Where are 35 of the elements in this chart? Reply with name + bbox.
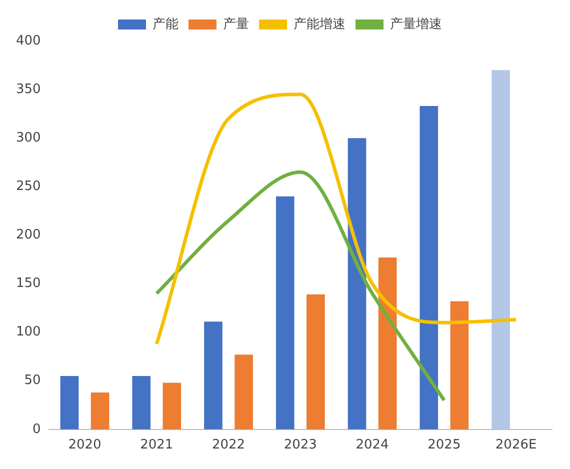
y-tick-label: 200 bbox=[16, 228, 41, 243]
x-tick-label: 2025 bbox=[428, 438, 461, 453]
bar bbox=[348, 138, 366, 430]
legend-label: 产能增速 bbox=[294, 16, 346, 32]
bar bbox=[492, 70, 510, 430]
bar bbox=[60, 376, 79, 430]
bar bbox=[234, 354, 253, 430]
bar bbox=[450, 301, 469, 430]
x-tick-label: 2022 bbox=[212, 438, 246, 453]
y-tick-label: 50 bbox=[24, 373, 41, 388]
y-tick-label: 250 bbox=[16, 179, 41, 194]
bar bbox=[162, 382, 182, 430]
x-tick-label: 2020 bbox=[68, 438, 102, 453]
y-tick-label: 400 bbox=[16, 33, 41, 48]
bar bbox=[204, 322, 222, 430]
y-tick-label: 350 bbox=[16, 82, 41, 97]
legend-label: 产量 bbox=[223, 16, 249, 32]
bar bbox=[132, 376, 151, 430]
y-tick-label: 100 bbox=[16, 324, 41, 340]
bar bbox=[378, 258, 397, 430]
bar bbox=[306, 294, 325, 430]
legend-label: 产量增速 bbox=[390, 16, 442, 32]
bar bbox=[420, 106, 438, 430]
bar bbox=[276, 196, 294, 430]
y-tick-label: 300 bbox=[16, 130, 41, 146]
line-series bbox=[154, 170, 446, 402]
bar bbox=[90, 392, 110, 430]
y-tick-label: 0 bbox=[32, 422, 41, 437]
x-tick-label: 2021 bbox=[140, 438, 174, 453]
y-tick-label: 150 bbox=[16, 276, 41, 292]
line-series bbox=[154, 92, 518, 346]
legend-label: 产能 bbox=[152, 16, 178, 32]
x-tick-label: 2026E bbox=[495, 438, 537, 453]
x-tick-label: 2024 bbox=[356, 438, 389, 453]
x-tick-label: 2023 bbox=[284, 438, 317, 453]
